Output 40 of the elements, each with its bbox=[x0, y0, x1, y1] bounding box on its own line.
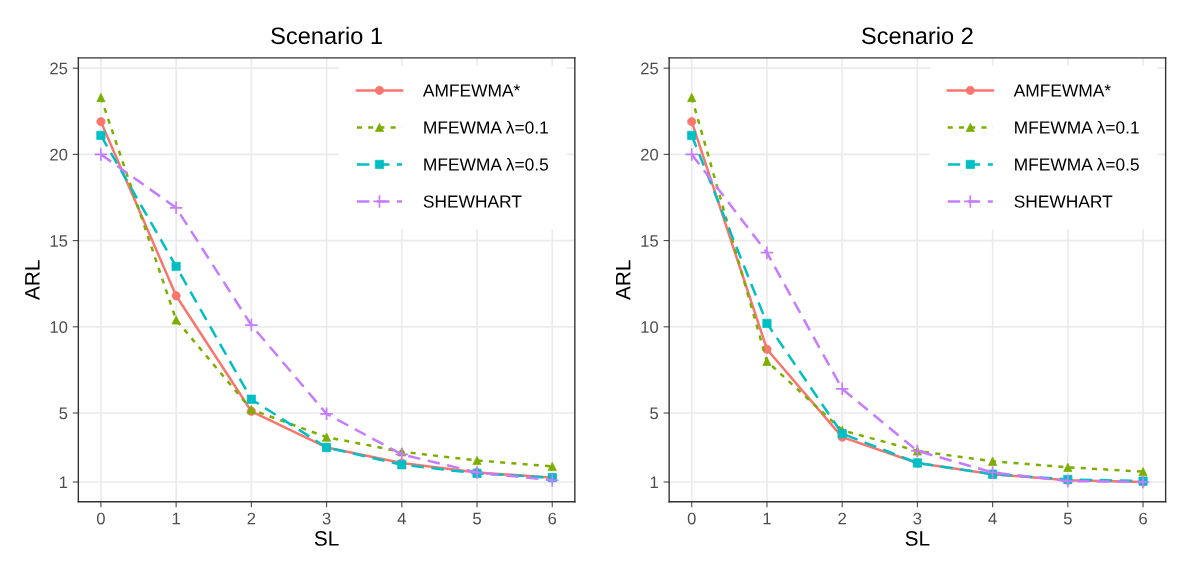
legend-label: SHEWHART bbox=[423, 195, 522, 208]
y-tick-label: 10 bbox=[50, 321, 68, 333]
y-axis-title: ARL bbox=[25, 260, 40, 301]
x-axis-title: SL bbox=[314, 531, 339, 546]
y-tick-label: 5 bbox=[59, 407, 68, 420]
y-axis-title: ARL bbox=[615, 260, 631, 301]
x-tick-label: 0 bbox=[96, 512, 105, 525]
x-tick-label: 5 bbox=[1063, 512, 1072, 525]
x-axis-title: SL bbox=[905, 531, 930, 546]
y-tick-label: 20 bbox=[50, 148, 68, 161]
x-tick-label: 1 bbox=[172, 512, 180, 525]
y-tick-label: 1 bbox=[650, 476, 658, 489]
x-tick-label: 4 bbox=[988, 512, 997, 525]
chart-title: Scenario 2 bbox=[862, 26, 973, 45]
legend-label: AMFEWMA* bbox=[1013, 84, 1111, 97]
y-tick-label: 25 bbox=[641, 62, 659, 75]
y-tick-label: 25 bbox=[50, 62, 68, 75]
legend-label: AMFEWMA* bbox=[422, 84, 521, 97]
x-tick-label: 6 bbox=[1139, 512, 1147, 525]
chart-title: Scenario 1 bbox=[271, 26, 382, 45]
legend-label: MFEWMA λ=0.1 bbox=[424, 120, 548, 134]
x-tick-label: 4 bbox=[397, 512, 406, 525]
x-tick-label: 5 bbox=[473, 512, 481, 525]
legend-label: MFEWMA λ=0.5 bbox=[424, 157, 549, 171]
x-tick-label: 6 bbox=[548, 512, 557, 525]
legend-label: SHEWHART bbox=[1014, 195, 1113, 208]
x-tick-label: 2 bbox=[247, 512, 256, 525]
y-tick-label: 15 bbox=[641, 235, 659, 247]
y-tick-label: 5 bbox=[650, 407, 659, 420]
y-tick-label: 15 bbox=[50, 235, 68, 247]
x-tick-label: 3 bbox=[913, 512, 922, 525]
x-tick-label: 1 bbox=[763, 512, 771, 525]
x-tick-label: 3 bbox=[322, 512, 331, 525]
x-tick-label: 2 bbox=[838, 512, 846, 525]
legend-label: MFEWMA λ=0.1 bbox=[1015, 120, 1139, 134]
y-tick-label: 20 bbox=[641, 148, 659, 161]
legend-label: MFEWMA λ=0.5 bbox=[1015, 157, 1139, 171]
y-tick-label: 1 bbox=[59, 476, 68, 489]
y-tick-label: 10 bbox=[641, 321, 659, 333]
x-tick-label: 0 bbox=[687, 512, 696, 525]
